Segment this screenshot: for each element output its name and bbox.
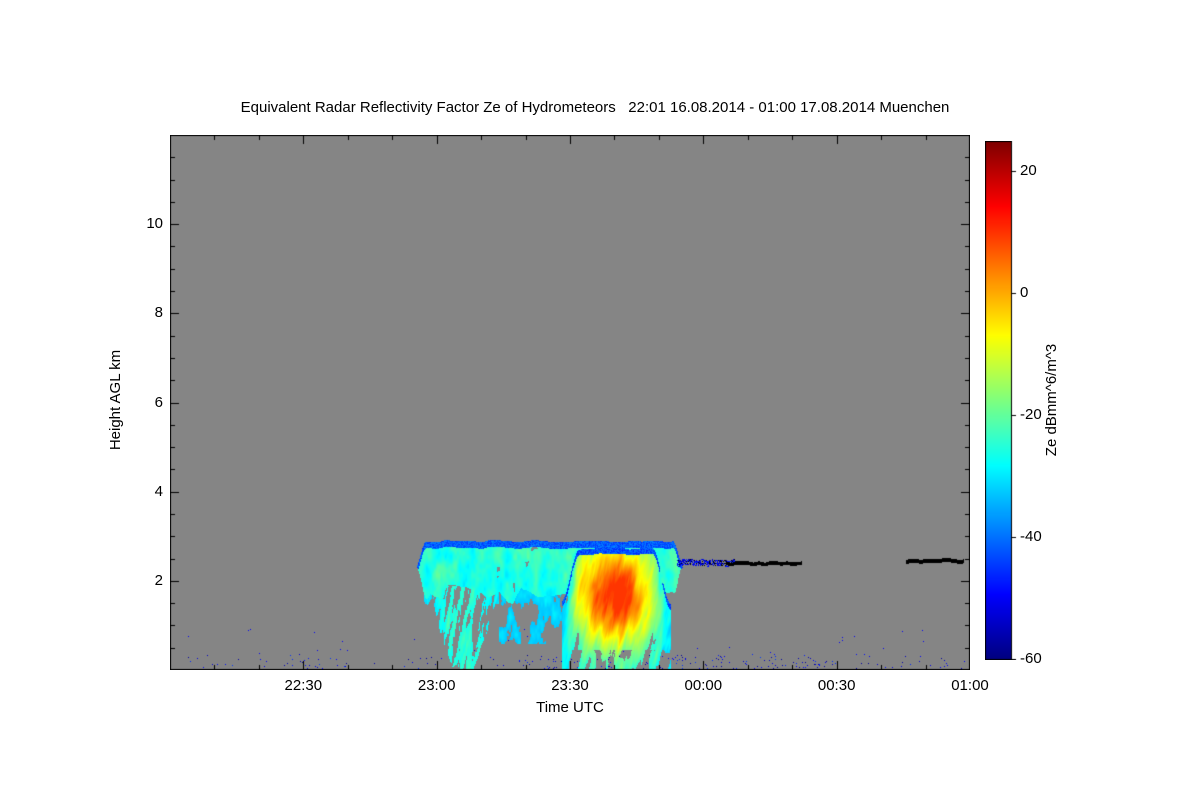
colorbar-tick-label: -40 (1020, 528, 1042, 545)
colorbar-tick-label: 0 (1020, 284, 1029, 301)
x-tick-label: 00:30 (817, 677, 856, 694)
y-tick-label: 8 (154, 304, 163, 322)
y-tick-label: 4 (154, 482, 163, 500)
x-tick-label: 23:00 (417, 677, 456, 694)
x-tick-label: 22:30 (284, 677, 323, 694)
colorbar-title: Ze dBmm^6/m^3 (1043, 343, 1060, 457)
y-tick-label: 6 (154, 393, 163, 411)
colorbar-tick-label: 20 (1020, 162, 1037, 179)
colorbar-tick-labels: 20 0 -20 -40 -60 (1020, 141, 1070, 667)
y-axis-tick-labels: 2 4 6 8 10 (108, 135, 163, 670)
y-axis-title: Height AGL km (107, 349, 124, 451)
colorbar-tick-label: -20 (1020, 406, 1042, 423)
radar-heatmap-canvas (170, 135, 970, 670)
x-axis-title: Time UTC (536, 699, 604, 716)
x-tick-label: 01:00 (951, 677, 989, 694)
chart-title: Equivalent Radar Reflectivity Factor Ze … (240, 99, 950, 116)
colorbar-tick-label: -60 (1020, 650, 1042, 667)
y-tick-label: 10 (146, 215, 163, 233)
x-tick-label: 23:30 (551, 677, 589, 694)
colorbar (985, 141, 1018, 660)
x-axis-tick-labels: 22:30 23:00 23:30 00:00 00:30 01:00 (170, 677, 989, 695)
x-tick-label: 00:00 (684, 677, 723, 694)
y-tick-label: 2 (154, 571, 163, 589)
